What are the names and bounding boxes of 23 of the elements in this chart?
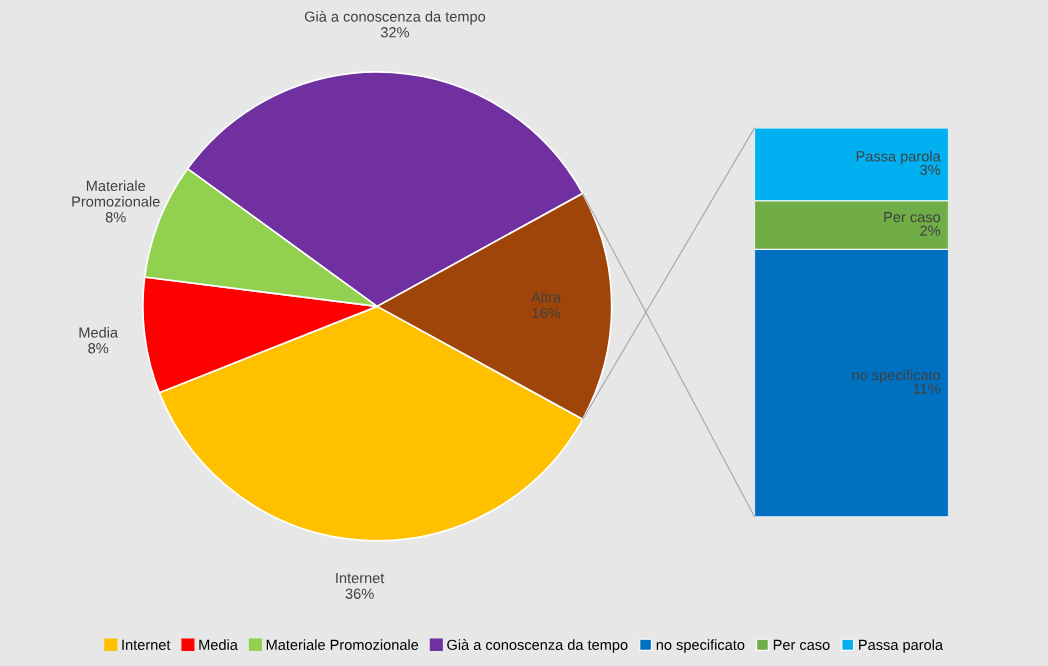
slice-label: Media bbox=[79, 326, 119, 338]
legend-label: Per caso bbox=[773, 639, 830, 650]
legend-label: Media bbox=[199, 639, 238, 650]
data-label: 36% bbox=[345, 588, 374, 599]
data-label: 8% bbox=[105, 212, 126, 223]
slice-label: Altra bbox=[531, 291, 562, 303]
legend-label: no specificato bbox=[656, 639, 745, 653]
data-label: 11% bbox=[913, 383, 941, 394]
legend-label: Già a conoscenza da tempo bbox=[447, 639, 628, 653]
data-label: 8% bbox=[88, 343, 109, 354]
slice-label: Già a conoscenza da tempo bbox=[304, 10, 486, 25]
legend-label: Materiale Promozionale bbox=[266, 639, 419, 650]
text: Passa parola bbox=[856, 150, 941, 165]
data-label: 3% bbox=[920, 164, 941, 176]
data-label: 32% bbox=[380, 27, 410, 38]
legend-label: Passa parola bbox=[859, 639, 944, 653]
text: Per caso bbox=[884, 212, 941, 223]
data-label: 2% bbox=[920, 225, 941, 236]
text: no specificato bbox=[852, 369, 941, 384]
legend-label: Internet bbox=[122, 639, 171, 650]
data-label: 16% bbox=[532, 307, 561, 319]
slice-label: Materiale Promozionale bbox=[72, 180, 160, 207]
slice-label: Internet bbox=[336, 573, 385, 584]
